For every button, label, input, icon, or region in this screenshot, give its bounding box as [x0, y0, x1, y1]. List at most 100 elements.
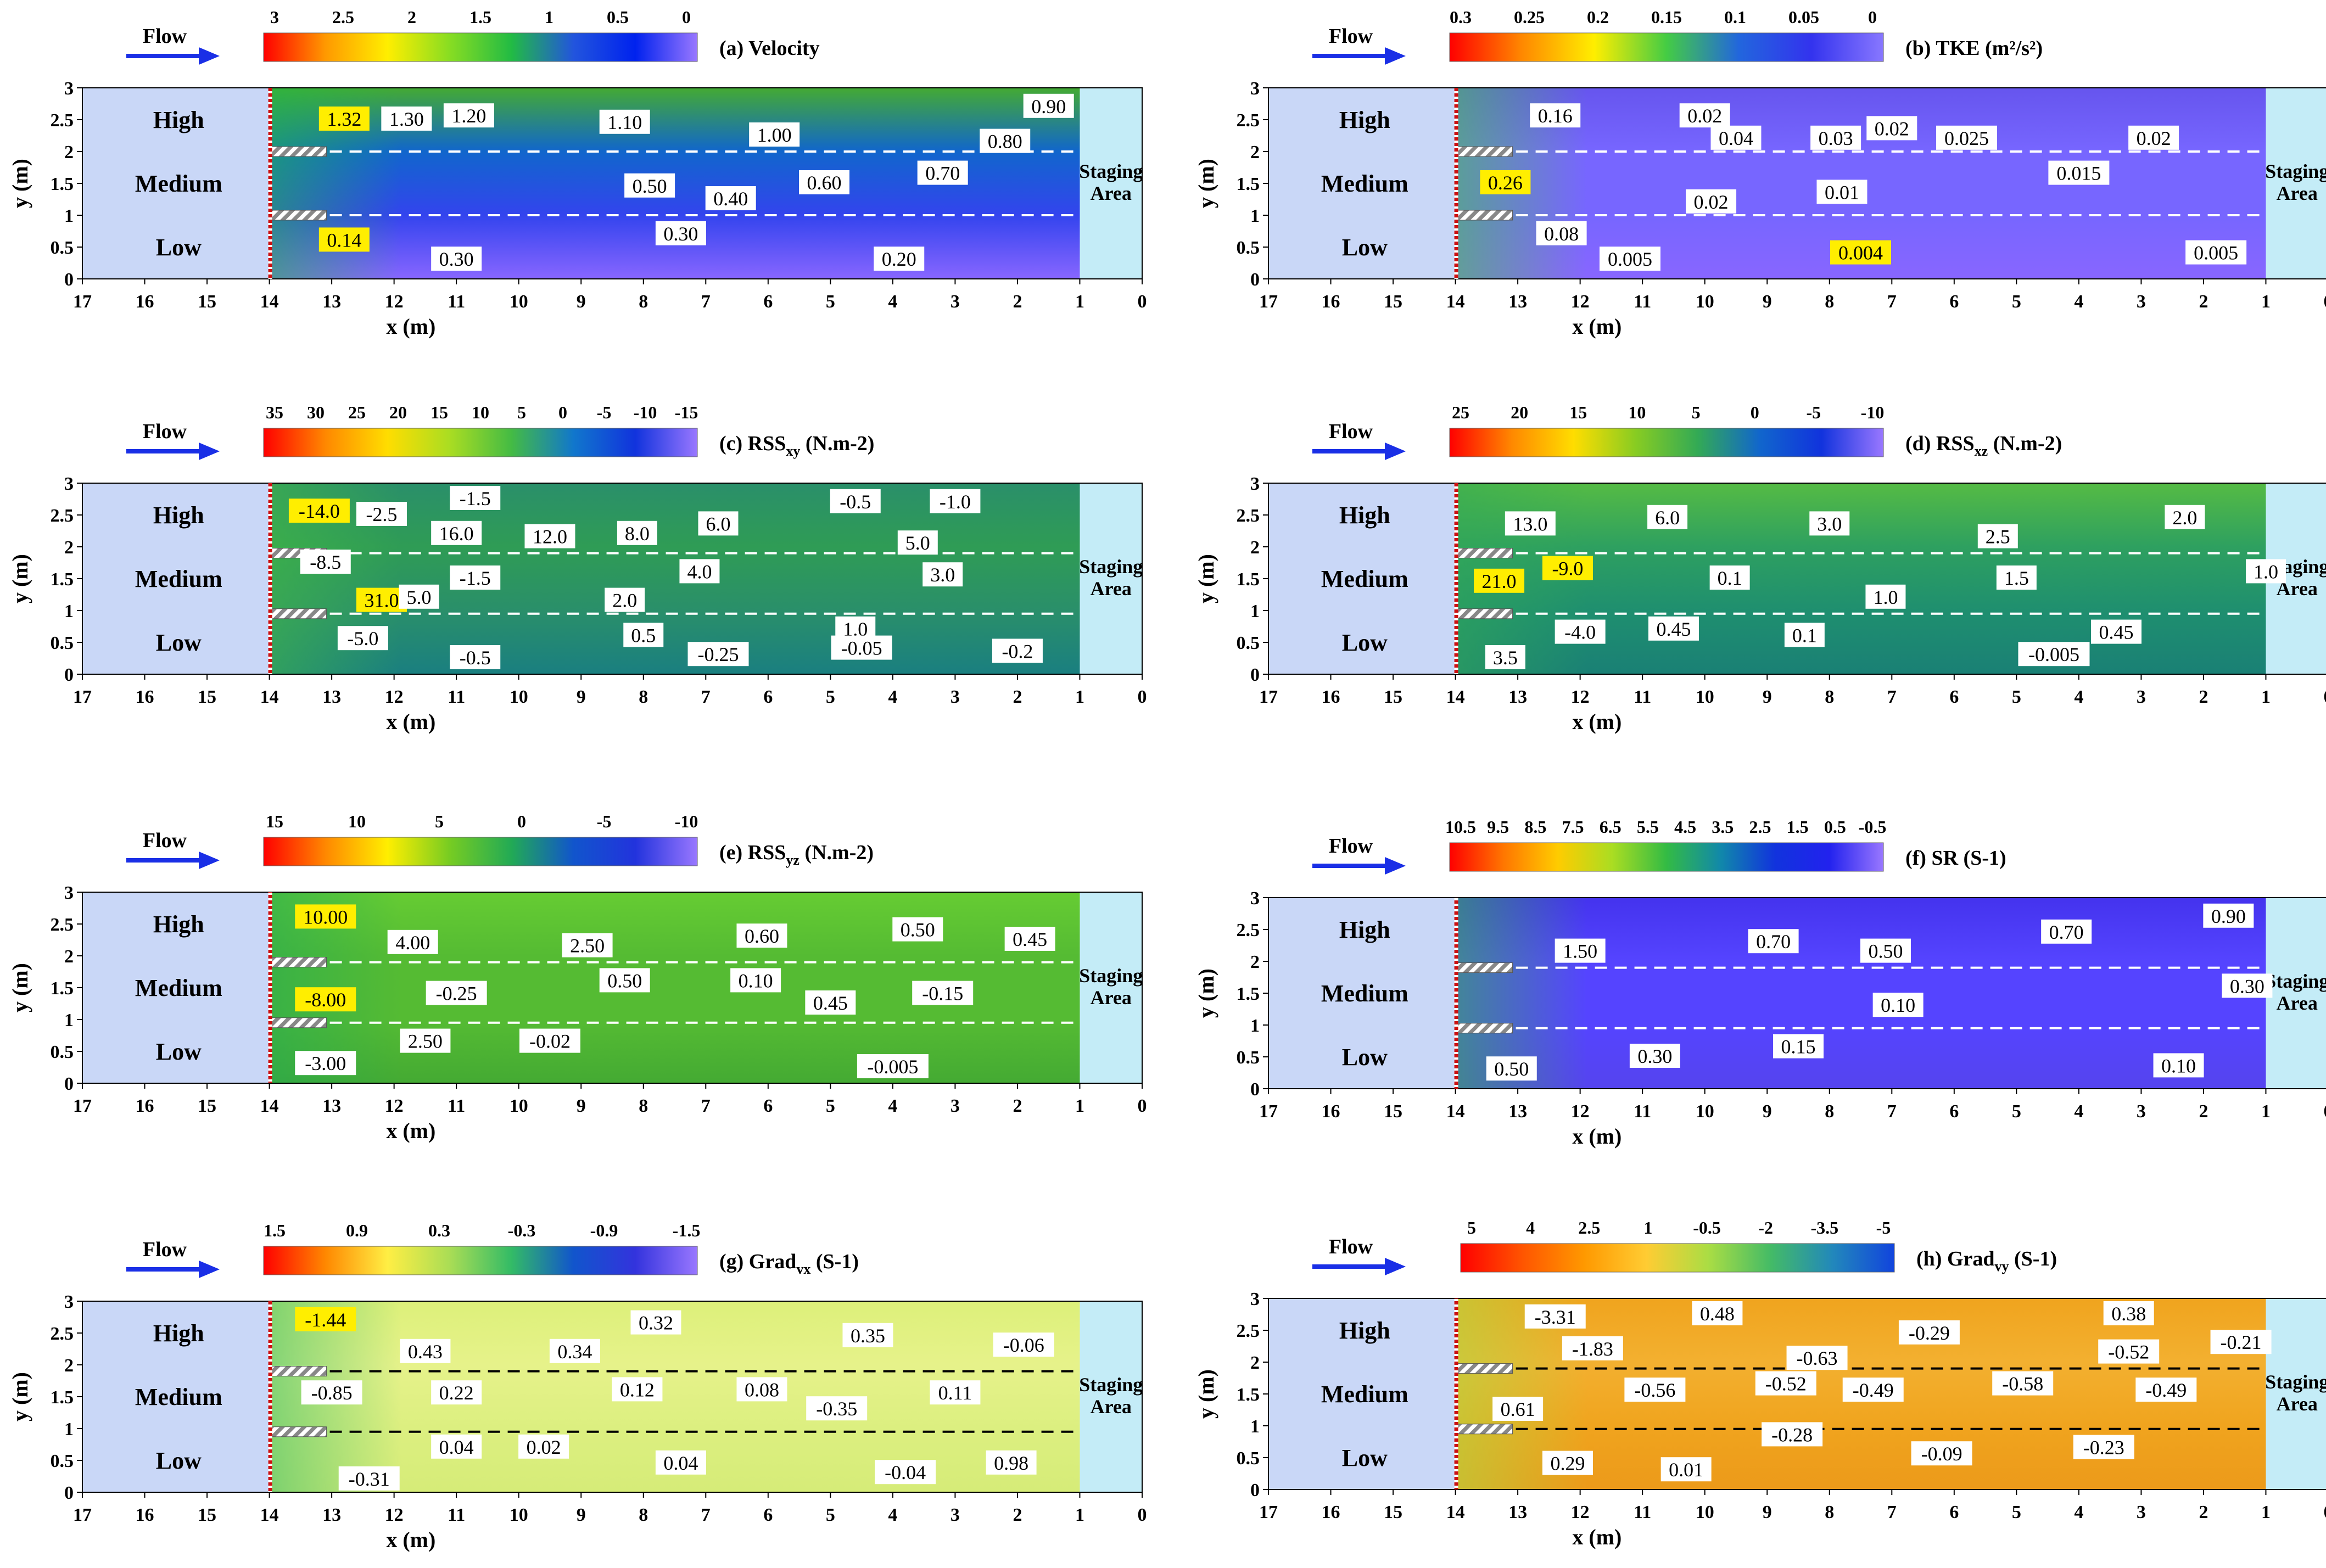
zone-label-medium: Medium	[1321, 1381, 1408, 1408]
x-axis-label: x (m)	[1572, 1124, 1622, 1149]
contour-label-box	[617, 520, 657, 545]
colorbar-tick-label: 2	[407, 7, 416, 27]
x-tick-label: 11	[1634, 687, 1651, 707]
contour-label: 0.60	[745, 925, 779, 947]
colorbar	[1449, 32, 1884, 62]
x-tick-label: 7	[701, 292, 711, 312]
contour-label-box	[2128, 125, 2179, 150]
staging-label: Area	[1091, 182, 1132, 204]
contour-label-box	[1810, 125, 1861, 150]
contour-label-box	[2210, 1330, 2272, 1354]
x-tick-label: 10	[510, 687, 528, 707]
x-tick-label: 1	[2261, 687, 2271, 707]
y-axis-label: y (m)	[8, 159, 32, 208]
x-tick-label: 0	[1138, 687, 1147, 707]
staging-label: Area	[1091, 1396, 1132, 1418]
colorbar-tick-label: 2.5	[332, 7, 354, 27]
contour-label: -0.49	[2145, 1379, 2187, 1401]
y-tick-label: 3	[64, 1292, 74, 1312]
x-tick-label: 15	[1384, 292, 1402, 312]
contour-label: 31.0	[364, 590, 399, 612]
zone-label-low: Low	[1342, 1444, 1388, 1471]
contour-label-box	[605, 587, 645, 612]
flow-arrow-head	[199, 1261, 220, 1278]
contour-label-box	[399, 584, 439, 609]
x-tick-label: 3	[950, 1096, 960, 1116]
x-tick-label: 5	[2012, 292, 2021, 312]
contour-label: 3.5	[1493, 647, 1518, 669]
y-tick-label: 2.5	[51, 110, 74, 131]
baffle-hatch	[1457, 146, 1513, 157]
contour-label-box	[1480, 170, 1531, 194]
y-axis-label: y (m)	[8, 554, 32, 603]
inlet-wall	[1454, 1298, 1458, 1489]
colorbar	[263, 837, 698, 866]
contour-label: 0.50	[1494, 1058, 1529, 1080]
colorbar	[1449, 842, 1884, 872]
x-tick-label: 11	[448, 292, 465, 312]
y-tick-label: 0.5	[1237, 1448, 1260, 1469]
zone-label-low: Low	[1342, 234, 1388, 261]
x-tick-label: 9	[1763, 1101, 1772, 1122]
colorbar	[263, 428, 698, 457]
contour-label: -0.05	[841, 637, 882, 659]
contour-label-box	[799, 170, 849, 194]
contour-label-box	[318, 227, 370, 252]
contour-label: 0.45	[1656, 618, 1691, 640]
contour-label-box	[1786, 1346, 1848, 1370]
inlet-wall	[1454, 898, 1458, 1089]
contour-label: 0.32	[639, 1312, 673, 1334]
x-tick-label: 9	[1763, 1502, 1772, 1522]
x-tick-label: 4	[888, 292, 897, 312]
y-tick-label: 2	[64, 142, 74, 163]
x-tick-label: 6	[763, 1096, 773, 1116]
contour-label-box	[295, 987, 356, 1012]
x-tick-label: 5	[826, 1505, 835, 1525]
x-tick-label: 11	[1634, 292, 1651, 312]
contour-label-box	[806, 1396, 868, 1421]
contour-label: 1.50	[1563, 940, 1597, 962]
contour-label: 0.02	[1694, 191, 1729, 213]
contour-label-box	[1679, 103, 1730, 128]
y-tick-label: 1	[1250, 206, 1260, 226]
colorbar-tick-label: 9.5	[1487, 817, 1509, 837]
y-tick-label: 0	[1250, 665, 1260, 685]
flow-arrow-head	[1385, 443, 1406, 460]
contour-label: -14.0	[299, 500, 340, 522]
x-tick-label: 2	[2199, 1502, 2208, 1522]
contour-label-box	[687, 642, 749, 667]
zone-label-low: Low	[156, 1447, 202, 1474]
y-tick-label: 0.5	[1237, 1048, 1260, 1068]
contour-label-box	[524, 524, 575, 548]
x-tick-label: 3	[2137, 292, 2146, 312]
contour-label: 2.5	[1986, 526, 2010, 548]
y-tick-label: 2	[1250, 142, 1260, 163]
contour-label: -0.06	[1003, 1334, 1044, 1356]
x-axis-label: x (m)	[386, 314, 435, 339]
y-tick-label: 2.5	[1237, 920, 1260, 940]
contour-label-box	[2165, 505, 2205, 529]
x-tick-label: 10	[510, 1096, 528, 1116]
contour-label-box	[2091, 619, 2142, 644]
colorbar-tick-label: 0.3	[428, 1220, 450, 1240]
staging-label: Staging	[2265, 1371, 2326, 1393]
x-tick-label: 4	[888, 1096, 897, 1116]
x-tick-label: 16	[1322, 1502, 1340, 1522]
x-tick-label: 10	[1696, 1502, 1714, 1522]
contour-label-box	[1784, 623, 1825, 647]
contour-label-box	[443, 103, 494, 128]
colorbar-tick-label: 10	[348, 811, 366, 831]
contour-label-box	[1809, 511, 1850, 536]
x-tick-label: 13	[1508, 687, 1527, 707]
x-tick-label: 15	[198, 292, 216, 312]
baffle-hatch	[1457, 1424, 1513, 1435]
contour-label-box	[874, 247, 925, 271]
panel-title: (f) SR (S-1)	[1905, 847, 2006, 870]
contour-label: 0.30	[1637, 1045, 1672, 1067]
contour-label: 0.61	[1501, 1398, 1535, 1420]
inlet-wall	[1454, 483, 1458, 674]
contour-label-box	[892, 917, 943, 942]
colorbar-tick-label: 25	[1452, 402, 1469, 422]
staging-label: Area	[1091, 987, 1132, 1009]
